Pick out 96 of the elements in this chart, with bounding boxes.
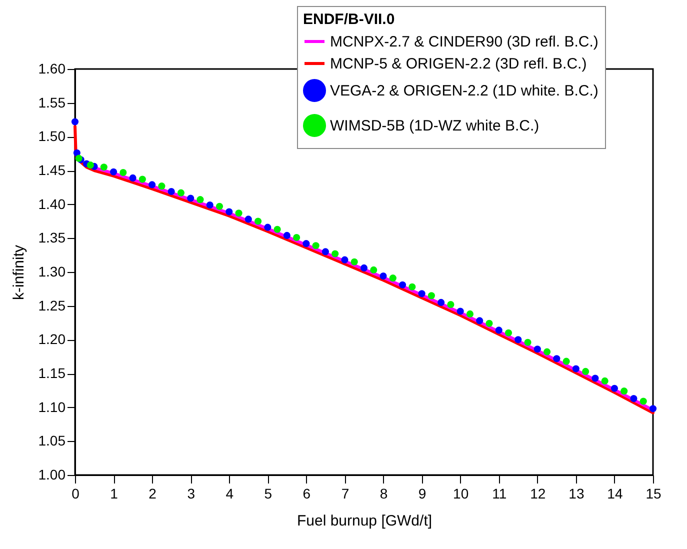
point [572, 365, 580, 372]
point [649, 405, 657, 412]
point [601, 377, 608, 384]
y-tick-label: 1.25 [38, 297, 66, 314]
x-tick-label: 1 [110, 486, 118, 502]
point [543, 348, 551, 356]
point [350, 258, 358, 266]
legend-label: WIMSD-5B (1D-WZ white B.C.) [330, 118, 540, 134]
y-tick-label: 1.55 [38, 94, 66, 110]
point [640, 398, 647, 405]
point [274, 226, 281, 233]
x-tick-label: 13 [568, 486, 584, 502]
point [476, 317, 484, 324]
point [120, 169, 127, 176]
point [630, 395, 638, 402]
y-tick-label: 1.15 [38, 365, 66, 381]
y-tick-label: 1.05 [38, 432, 66, 449]
point [168, 188, 175, 196]
point [148, 181, 156, 188]
x-tick-label: 9 [418, 486, 426, 502]
point [341, 256, 348, 264]
point [206, 201, 214, 209]
point [486, 320, 493, 327]
point [235, 210, 242, 217]
legend-label: VEGA-2 & ORIGEN-2.2 (1D white. B.C.) [330, 82, 598, 100]
y-tick-label: 1.00 [38, 466, 66, 482]
x-tick-label: 8 [380, 486, 388, 502]
y-tick-label: 1.35 [38, 230, 66, 246]
x-tick-label: 5 [264, 486, 272, 502]
y-axis-title: k-infinity [10, 244, 28, 300]
point [620, 388, 628, 395]
legend-title: ENDF/B-VII.0 [303, 11, 395, 28]
x-tick-label: 12 [530, 486, 546, 502]
point [592, 374, 599, 382]
y-tick-label: 1.60 [38, 60, 66, 76]
y-tick-label: 1.40 [38, 196, 66, 212]
x-tick-label: 4 [226, 486, 234, 502]
point [428, 292, 435, 300]
point [389, 274, 396, 282]
point [534, 346, 541, 353]
point [504, 329, 512, 336]
point [138, 176, 146, 183]
x-tick-label: 2 [148, 486, 157, 502]
point [370, 266, 378, 274]
point [408, 283, 416, 290]
point [71, 118, 79, 126]
point [466, 310, 474, 318]
point [293, 234, 300, 242]
point [100, 164, 108, 171]
y-tick-label: 1.20 [38, 331, 66, 348]
point [582, 368, 590, 375]
x-tick-label: 3 [187, 486, 196, 502]
point [380, 272, 387, 280]
y-tick-label: 1.10 [38, 398, 66, 415]
point [495, 326, 502, 334]
x-tick-label: 10 [453, 486, 469, 502]
point [110, 168, 118, 176]
x-tick-label: 7 [341, 486, 350, 502]
point [524, 338, 532, 346]
point [264, 224, 272, 231]
point [129, 174, 136, 182]
legend-label: MCNPX-2.7 & CINDER90 (3D refl. B.C.) [330, 34, 598, 50]
legend-label: MCNP-5 & ORIGEN-2.2 (3D refl. B.C.) [330, 56, 587, 72]
point [226, 208, 233, 216]
point [187, 194, 194, 202]
point [514, 336, 522, 344]
x-tick-label: 0 [72, 486, 80, 502]
y-tick-label: 1.50 [38, 128, 66, 144]
x-axis-title: Fuel burnup [GWd/t] [296, 512, 432, 530]
point [447, 300, 454, 308]
point [438, 298, 445, 306]
point [244, 216, 252, 223]
point [332, 250, 339, 258]
point [553, 355, 560, 362]
x-tick-label: 6 [302, 486, 311, 502]
point [177, 189, 185, 196]
x-tick-label: 15 [646, 486, 662, 502]
point [398, 281, 406, 288]
point [283, 232, 290, 239]
point [610, 384, 618, 392]
x-tick-label: 11 [492, 486, 507, 502]
point [360, 264, 368, 272]
point [158, 182, 166, 190]
point [312, 242, 320, 250]
y-tick-label: 1.30 [38, 264, 66, 280]
point [456, 308, 464, 315]
point [418, 290, 426, 298]
point [216, 202, 224, 210]
point [86, 162, 94, 169]
point [302, 240, 310, 248]
x-tick-label: 14 [607, 486, 623, 502]
point [322, 248, 330, 256]
point [562, 358, 570, 365]
y-tick-label: 1.45 [38, 162, 66, 178]
point [254, 218, 262, 225]
point [196, 196, 204, 204]
